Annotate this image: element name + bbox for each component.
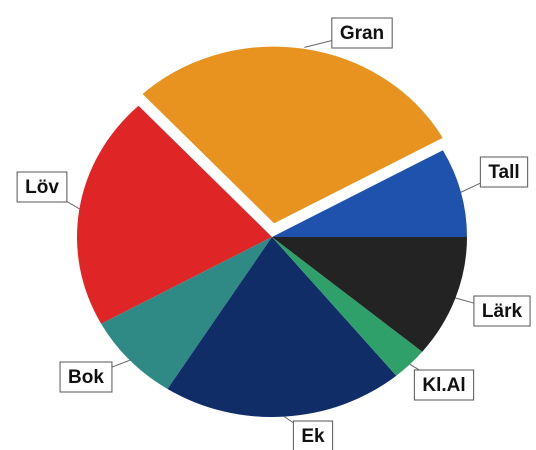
- label-box: [16, 171, 68, 203]
- slice-label: Ek: [301, 426, 325, 447]
- label-box: [292, 420, 334, 450]
- pie-slice: [76, 105, 272, 324]
- pie-slice: [167, 237, 397, 417]
- label-box: [331, 17, 393, 49]
- labels: Tall Gran Löv Bok Ek Kl.Al Lärk: [16, 17, 531, 450]
- slices: [76, 43, 467, 417]
- pie-slice: [101, 237, 272, 389]
- pie-slice: [272, 150, 467, 237]
- label-box: [473, 295, 531, 327]
- label-box: [479, 156, 529, 188]
- slice-label: Kl.Al: [422, 375, 465, 396]
- pie-slice: [272, 237, 467, 352]
- label-box: [413, 369, 475, 401]
- pie-slice: [138, 43, 447, 227]
- slice-label: Bok: [68, 367, 104, 388]
- label-box: [59, 361, 113, 393]
- slice-label: Lärk: [482, 301, 523, 322]
- slice-label: Löv: [25, 177, 59, 198]
- slice-label: Gran: [340, 23, 384, 44]
- pie-slice: [272, 237, 423, 376]
- slice-label: Tall: [488, 162, 519, 183]
